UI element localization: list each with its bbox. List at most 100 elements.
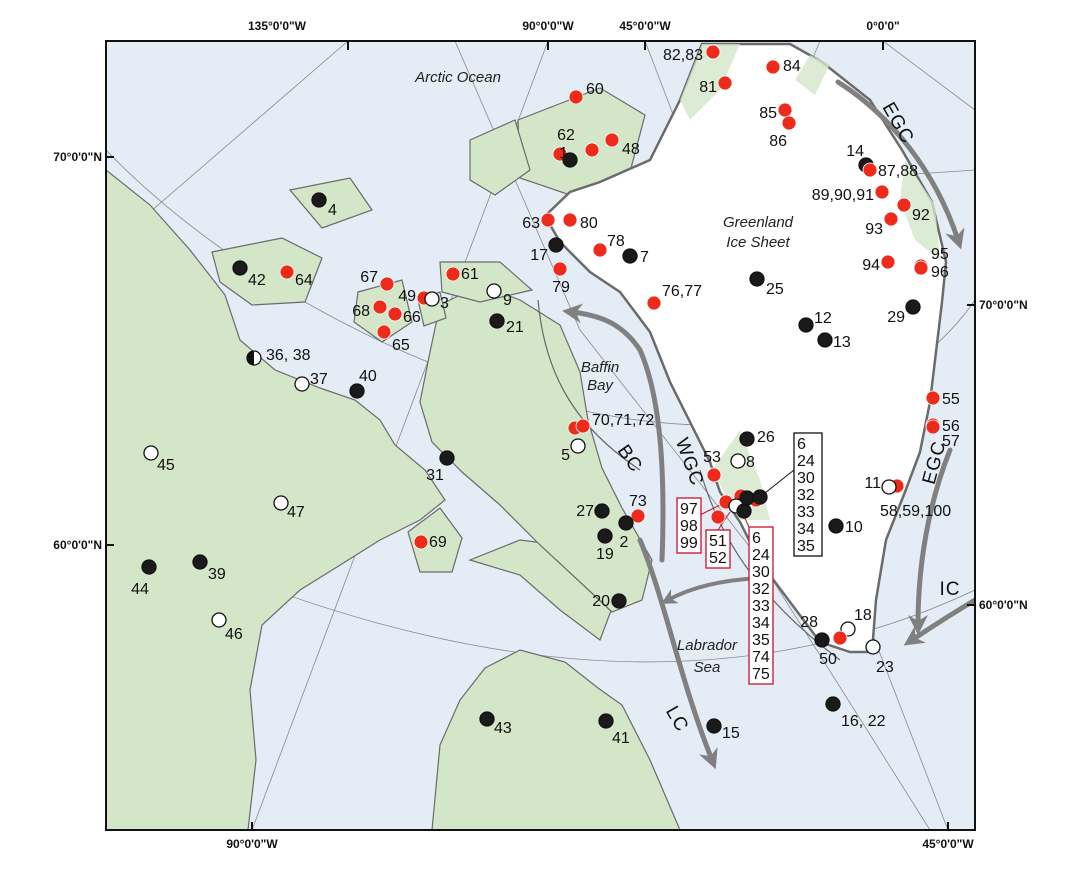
site-marker[interactable]: 65	[376, 324, 410, 354]
site-marker[interactable]: 7	[622, 248, 649, 266]
site-marker[interactable]: 87,88	[862, 162, 918, 180]
site-label: 12	[814, 310, 832, 327]
bc-arrow	[562, 303, 666, 563]
site-marker[interactable]: 31	[426, 450, 455, 484]
site-marker[interactable]: 44	[131, 559, 157, 598]
site-dot-black	[349, 383, 365, 399]
site-marker[interactable]: 94	[862, 254, 896, 274]
site-label: 96	[931, 264, 949, 281]
site-marker[interactable]: 13	[817, 332, 851, 351]
site-marker[interactable]: 76,77	[646, 283, 702, 311]
site-marker[interactable]: 4	[311, 192, 337, 219]
site-marker[interactable]	[710, 509, 726, 525]
site-marker[interactable]: 11	[864, 475, 897, 495]
site-marker[interactable]: 16, 22	[825, 696, 886, 730]
site-marker[interactable]: 3	[424, 291, 449, 312]
site-label: 67	[360, 269, 378, 286]
site-dot-red	[646, 295, 662, 311]
site-marker[interactable]: 64	[279, 264, 313, 289]
site-marker[interactable]: 20	[592, 593, 627, 610]
site-marker[interactable]: 37	[294, 371, 328, 392]
site-marker[interactable]: 12	[798, 310, 832, 333]
site-marker[interactable]: 27	[576, 503, 610, 520]
site-group-number: 35	[797, 538, 815, 555]
site-marker[interactable]: 92	[896, 197, 930, 224]
site-dot-red	[376, 324, 392, 340]
site-label: 11	[864, 475, 881, 492]
site-marker[interactable]: 8	[730, 453, 755, 471]
lc-arrow	[637, 537, 718, 770]
site-marker[interactable]: 1	[559, 145, 578, 168]
site-marker[interactable]: 39	[192, 554, 226, 583]
site-marker[interactable]: 36, 38	[246, 347, 311, 366]
site-marker[interactable]	[584, 142, 600, 158]
site-dot-red	[883, 211, 899, 227]
labrador-sea-arrow	[660, 576, 762, 604]
axis-label-top: 45°0'0"W	[619, 19, 671, 33]
site-marker[interactable]: 57	[925, 419, 960, 450]
site-group-number: 33	[797, 504, 815, 521]
site-marker[interactable]: 70,71,72	[575, 412, 654, 434]
site-dot-red	[706, 467, 722, 483]
site-marker[interactable]: 21	[489, 313, 524, 336]
site-marker[interactable]: 47	[273, 495, 305, 521]
site-marker[interactable]: 41	[598, 713, 630, 747]
site-marker[interactable]: 26	[739, 429, 775, 447]
site-marker[interactable]: 67	[360, 269, 395, 292]
site-marker[interactable]: 79	[552, 261, 570, 296]
site-marker[interactable]: 15	[706, 718, 740, 742]
site-marker[interactable]: 46	[211, 612, 243, 643]
site-marker[interactable]: 50	[819, 630, 848, 668]
site-label: 20	[592, 593, 610, 610]
site-marker[interactable]: 5	[561, 438, 586, 464]
site-marker[interactable]	[752, 489, 768, 505]
site-marker[interactable]: 82,83	[663, 44, 721, 64]
site-marker[interactable]: 18	[840, 607, 872, 637]
site-marker[interactable]: 80	[562, 212, 598, 232]
site-marker[interactable]	[736, 503, 752, 519]
site-marker[interactable]: 78	[592, 233, 625, 258]
place-label-labrador-1: Labrador	[677, 637, 738, 654]
site-dot-red	[379, 276, 395, 292]
site-marker[interactable]: 53	[703, 449, 722, 483]
site-dot-red	[592, 242, 608, 258]
site-marker[interactable]: 17	[530, 237, 564, 264]
place-label-baffin-1: Baffin	[581, 359, 619, 376]
site-marker[interactable]: 29	[887, 299, 921, 326]
site-marker[interactable]: 2	[618, 515, 634, 551]
site-marker[interactable]: 25	[749, 271, 784, 298]
site-marker[interactable]: 42	[232, 260, 266, 289]
site-marker[interactable]: 89,90,91	[812, 184, 890, 204]
site-marker[interactable]: 86	[769, 115, 797, 150]
site-label: 53	[703, 449, 721, 466]
site-marker[interactable]: 81	[699, 75, 733, 96]
site-marker[interactable]: 85	[759, 102, 793, 122]
site-marker[interactable]: 40	[349, 368, 377, 399]
site-marker[interactable]: 9	[486, 283, 512, 309]
axis-label-top: 135°0'0"W	[248, 19, 307, 33]
site-group-number: 74	[752, 649, 770, 666]
site-marker[interactable]: 28	[800, 614, 830, 648]
site-marker[interactable]: 19	[596, 528, 614, 563]
site-marker[interactable]: 45	[143, 445, 175, 474]
site-marker[interactable]: 55	[925, 390, 960, 408]
site-group-number: 30	[797, 470, 815, 487]
site-marker[interactable]: 61	[445, 266, 479, 283]
site-marker[interactable]: 48	[604, 132, 640, 158]
site-marker[interactable]: 69	[413, 534, 447, 551]
site-marker[interactable]: 10	[828, 518, 863, 536]
site-marker[interactable]: 93	[865, 211, 899, 238]
site-marker[interactable]: 23	[865, 639, 894, 676]
site-marker[interactable]: 43	[479, 711, 512, 737]
site-marker[interactable]: 84	[765, 58, 801, 75]
site-group-box	[676, 497, 702, 554]
site-marker[interactable]: 60	[568, 81, 604, 105]
site-marker[interactable]: 73	[629, 493, 647, 524]
site-label: 19	[596, 546, 614, 563]
site-marker[interactable]: 68	[352, 299, 388, 320]
site-marker[interactable]: 96	[913, 260, 949, 281]
victoria-island	[211, 237, 323, 306]
site-marker[interactable]: 63	[522, 212, 556, 232]
site-marker[interactable]: 66	[387, 306, 421, 326]
site-label: 93	[865, 221, 883, 238]
